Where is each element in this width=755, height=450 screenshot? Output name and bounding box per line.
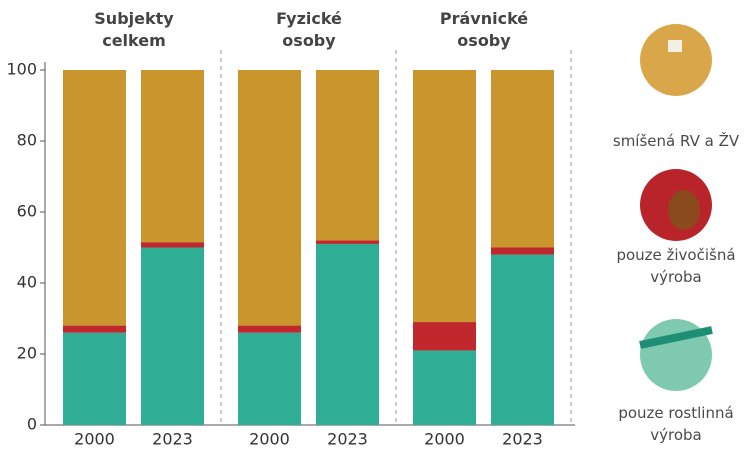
x-tick-label: 2000 [249, 430, 290, 449]
bar-segment [316, 243, 379, 425]
icon-animal-rooster [668, 190, 700, 230]
x-tick-label: 2000 [74, 430, 115, 449]
y-tick-label: 100 [6, 60, 37, 79]
bar-segment [491, 247, 554, 255]
icon-plant-field [639, 326, 713, 349]
x-tick-label: 2023 [327, 430, 368, 449]
bar-segment [63, 332, 126, 425]
bar-segment [413, 70, 476, 323]
panel-title: Subjekty celkem [94, 9, 174, 50]
bar-segment [141, 247, 204, 425]
legend-entry: smíšená RV a ŽV [612, 132, 740, 150]
legend-icons [639, 24, 713, 391]
bar-segment [63, 325, 126, 333]
bar-segment [238, 70, 301, 326]
icon-mixed [640, 24, 712, 96]
bar-segment [141, 70, 204, 243]
bar-segment [63, 70, 126, 326]
icon-mixed-barn [668, 40, 682, 52]
x-tick-label: 2000 [424, 430, 465, 449]
bar-segment [491, 70, 554, 248]
panel-title: Právnické osoby [439, 9, 529, 50]
bar-segment [238, 325, 301, 333]
y-tick-label: 20 [17, 344, 37, 363]
legend-entry: pouze rostlinná výroba [618, 404, 734, 444]
bar-segment [316, 240, 379, 244]
bar-segment [238, 332, 301, 425]
bar-segment [316, 70, 379, 241]
y-tick-label: 80 [17, 131, 37, 150]
panel-title: Fyzické osoby [276, 9, 342, 50]
y-tick-label: 60 [17, 202, 37, 221]
x-tick-label: 2023 [152, 430, 193, 449]
y-tick-label: 0 [27, 415, 37, 434]
y-tick-label: 40 [17, 273, 37, 292]
bar-segment [491, 254, 554, 425]
bar-segment [141, 242, 204, 248]
legend-entry: pouze živočišná výroba [616, 246, 736, 286]
x-tick-label: 2023 [502, 430, 543, 449]
bar-segment [413, 350, 476, 425]
bar-segment [413, 322, 476, 351]
